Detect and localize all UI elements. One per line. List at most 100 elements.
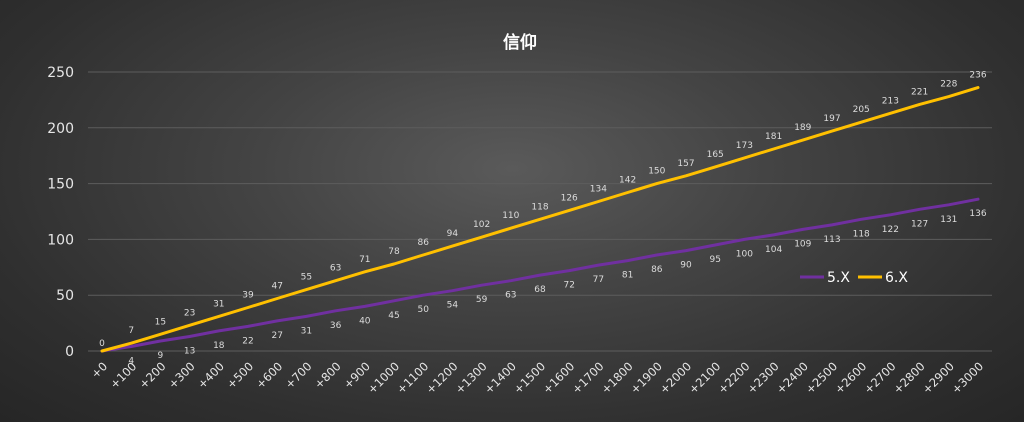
- data-label: 13: [184, 346, 195, 356]
- data-label: 45: [388, 311, 399, 321]
- data-label: 189: [794, 123, 811, 133]
- data-label: 22: [242, 336, 253, 346]
- x-tick-label: +1300: [452, 359, 489, 396]
- x-tick-label: +1000: [365, 359, 402, 396]
- x-tick-label: +700: [282, 359, 314, 391]
- data-label: 81: [622, 271, 633, 281]
- x-tick-label: +1400: [482, 359, 519, 396]
- x-tick-label: +2700: [861, 359, 898, 396]
- x-tick-label: +300: [165, 359, 197, 391]
- data-label: 36: [330, 321, 342, 331]
- data-label: 104: [765, 245, 782, 255]
- data-label: 94: [447, 229, 459, 239]
- y-tick-label: 100: [47, 232, 74, 248]
- x-tick-label: +2000: [657, 359, 694, 396]
- data-label: 221: [911, 87, 928, 97]
- x-tick-label: +800: [311, 359, 343, 391]
- x-tick-label: +2900: [920, 359, 957, 396]
- x-tick-label: +100: [107, 359, 139, 391]
- x-tick-label: +0: [88, 359, 110, 381]
- y-tick-label: 250: [47, 65, 74, 81]
- gridlines: [88, 71, 992, 352]
- data-label: 31: [301, 326, 312, 336]
- data-label: 131: [940, 215, 957, 225]
- data-label: 71: [359, 255, 370, 265]
- x-tick-label: +2200: [715, 359, 752, 396]
- data-label: 142: [619, 176, 636, 186]
- data-label: 110: [502, 211, 519, 221]
- data-label: 23: [184, 308, 195, 318]
- data-label: 134: [590, 184, 607, 194]
- y-tick-label: 0: [65, 344, 74, 360]
- x-tick-label: +500: [224, 359, 256, 391]
- data-label: 86: [651, 265, 663, 275]
- legend: 5.X 6.X: [800, 270, 908, 286]
- data-label: 63: [505, 291, 516, 301]
- data-label: 113: [823, 235, 840, 245]
- x-tick-label: +1900: [628, 359, 665, 396]
- x-tick-label: +2400: [774, 359, 811, 396]
- x-tick-label: +2100: [686, 359, 723, 396]
- data-label: 4: [128, 357, 134, 367]
- data-label: 122: [882, 225, 899, 235]
- data-label: 173: [736, 141, 753, 151]
- x-tick-label: +1600: [540, 359, 577, 396]
- x-axis: +0+100+200+300+400+500+600+700+800+900+1…: [88, 359, 986, 396]
- data-label: 40: [359, 316, 371, 326]
- x-tick-label: +2600: [832, 359, 869, 396]
- data-label: 18: [213, 341, 225, 351]
- data-label: 205: [853, 105, 870, 115]
- x-tick-label: +1500: [511, 359, 548, 396]
- data-label: 0: [99, 339, 105, 349]
- y-tick-label: 200: [47, 121, 74, 137]
- data-label: 78: [388, 247, 400, 257]
- data-label: 54: [447, 301, 459, 311]
- data-label: 165: [707, 150, 724, 160]
- data-label: 109: [794, 239, 811, 249]
- data-label: 86: [417, 238, 429, 248]
- data-labels: 4 9 13 18 22 27 31 36 40 45 50 54 59 63 68 72 77 81 86 90 95…: [99, 71, 987, 367]
- data-label: 236: [969, 71, 986, 81]
- data-label: 59: [476, 295, 488, 305]
- legend-label: 6.X: [885, 270, 908, 286]
- data-label: 102: [473, 220, 490, 230]
- data-label: 197: [823, 114, 840, 124]
- data-label: 90: [680, 261, 692, 271]
- x-tick-label: +1800: [598, 359, 635, 396]
- data-label: 157: [677, 159, 694, 169]
- x-tick-label: +3000: [949, 359, 986, 396]
- data-label: 126: [561, 193, 578, 203]
- chart-title: 信仰: [503, 32, 537, 53]
- data-label: 127: [911, 219, 928, 229]
- legend-label: 5.X: [827, 270, 850, 286]
- y-tick-label: 50: [56, 288, 74, 304]
- data-label: 68: [534, 285, 546, 295]
- data-label: 118: [531, 202, 548, 212]
- data-label: 47: [271, 282, 282, 292]
- data-label: 72: [563, 281, 574, 291]
- data-label: 100: [736, 249, 753, 259]
- data-label: 7: [128, 326, 134, 336]
- series-line-6.X: [100, 86, 980, 353]
- x-tick-label: +1200: [423, 359, 460, 396]
- data-label: 213: [882, 96, 899, 106]
- y-axis: 0 50 100 150 200 250: [47, 65, 74, 360]
- x-tick-label: +200: [136, 359, 168, 391]
- data-label: 27: [271, 331, 282, 341]
- data-label: 9: [158, 351, 164, 361]
- data-label: 63: [330, 264, 341, 274]
- data-label: 150: [648, 167, 665, 177]
- x-tick-label: +1100: [394, 359, 431, 396]
- data-label: 181: [765, 132, 782, 142]
- data-label: 228: [940, 80, 957, 90]
- data-label: 136: [969, 209, 986, 219]
- data-label: 77: [593, 275, 604, 285]
- y-tick-label: 150: [47, 177, 74, 193]
- x-tick-label: +1700: [569, 359, 606, 396]
- series-line-5.X: [100, 197, 980, 353]
- x-tick-label: +2300: [744, 359, 781, 396]
- series-lines: [100, 86, 980, 353]
- x-tick-label: +2800: [890, 359, 927, 396]
